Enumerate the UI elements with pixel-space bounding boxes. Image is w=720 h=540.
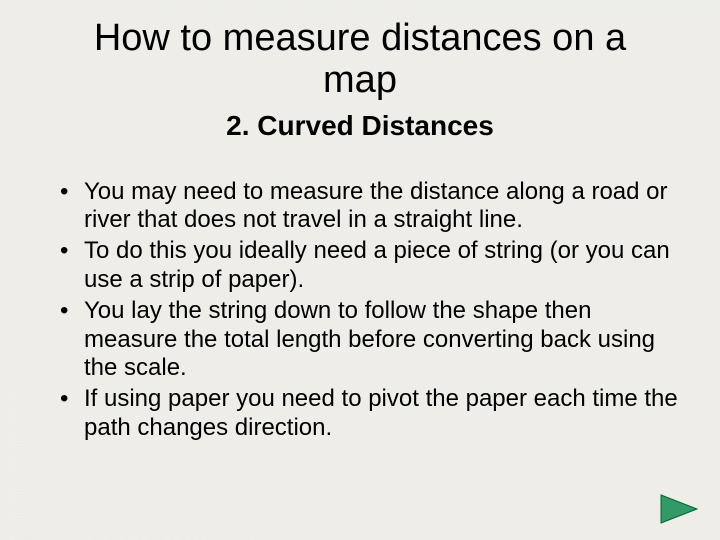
list-item: If using paper you need to pivot the pap… xyxy=(60,385,680,443)
slide-container: How to measure distances on a map 2. Cur… xyxy=(0,0,720,540)
play-arrow-icon xyxy=(658,492,700,526)
list-item: You may need to measure the distance alo… xyxy=(60,178,680,236)
list-item: To do this you ideally need a piece of s… xyxy=(60,237,680,295)
next-arrow-button[interactable] xyxy=(658,492,700,526)
bullet-list: You may need to measure the distance alo… xyxy=(40,178,680,443)
slide-title: How to measure distances on a map xyxy=(40,18,680,102)
slide-subtitle: 2. Curved Distances xyxy=(40,110,680,142)
list-item: You lay the string down to follow the sh… xyxy=(60,297,680,383)
